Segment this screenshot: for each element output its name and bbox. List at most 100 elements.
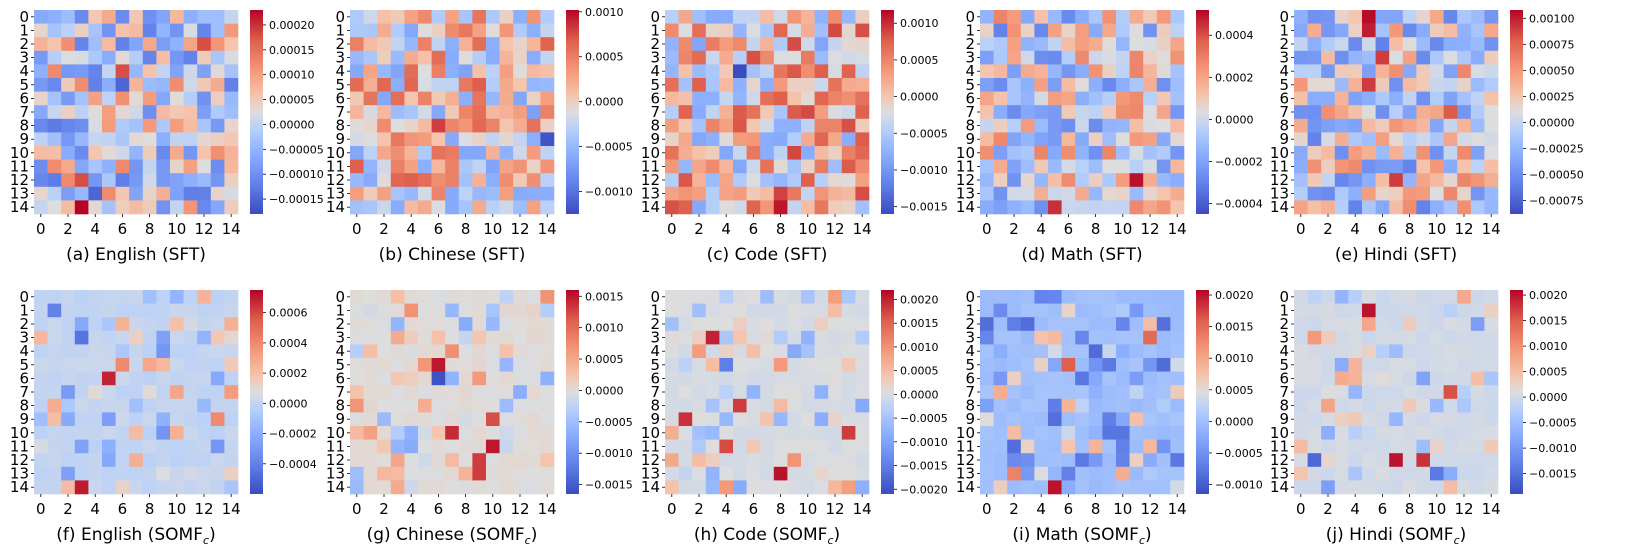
heatmap-cell (129, 200, 144, 215)
col-tick-label: 2 (1009, 500, 1019, 518)
heatmap-cell (486, 303, 500, 318)
heatmap-cell (183, 78, 198, 92)
heatmap-cell (61, 480, 76, 495)
heatmap-cell (678, 466, 693, 481)
heatmap-cell (1321, 50, 1336, 65)
heatmap-cell (980, 453, 994, 468)
heatmap-cell (1048, 371, 1062, 386)
heatmap-cell (801, 480, 815, 495)
heatmap-cell (1294, 64, 1308, 79)
heatmap-cell (1402, 480, 1417, 495)
heatmap-cell (74, 303, 89, 318)
row-tick-label: 2 (335, 315, 345, 333)
heatmap-cell (1348, 200, 1363, 215)
heatmap-cell (801, 290, 815, 304)
col-tick-label: 12 (510, 500, 529, 518)
heatmap-cell (499, 132, 514, 147)
heatmap-cell (102, 10, 116, 24)
row-tick-label: 5 (335, 356, 345, 374)
heatmap-cell (1375, 173, 1390, 188)
heatmap-cell (115, 398, 130, 413)
row-tick-label: 3 (1279, 49, 1289, 67)
heatmap-cell (115, 105, 130, 120)
heatmap-cell (47, 371, 62, 386)
heatmap-cell (1375, 426, 1390, 440)
heatmap-cell (418, 37, 432, 52)
heatmap-cell (404, 23, 419, 38)
col-tick-label: 10 (798, 500, 817, 518)
heatmap-cell (197, 453, 212, 468)
colorbar-tick-label: −0.0010 (585, 186, 633, 199)
heatmap-cell (665, 412, 679, 427)
colorbar-tick-label: 0.0010 (585, 322, 624, 335)
heatmap-cell (1389, 146, 1404, 160)
heatmap-cell (1362, 330, 1376, 345)
row-tick-label: 1 (1279, 21, 1289, 39)
heatmap-cell (88, 480, 103, 495)
row-tick-label: 6 (965, 89, 975, 107)
heatmap-cell (1402, 159, 1417, 174)
heatmap-cell (34, 200, 48, 215)
heatmap-cell (1348, 290, 1363, 304)
heatmap-cell (1307, 398, 1322, 413)
heatmap-cell (1294, 132, 1308, 147)
heatmap-cell (34, 146, 48, 160)
heatmap-cell (74, 186, 89, 201)
heatmap-cell (1362, 159, 1376, 174)
heatmap-cell (210, 358, 225, 372)
heatmap-cell (705, 480, 720, 495)
heatmap-cell (855, 50, 870, 65)
heatmap-cell (1348, 132, 1363, 147)
heatmap-cell (665, 132, 679, 147)
heatmap-cell (719, 412, 734, 427)
heatmap-cell (746, 105, 761, 120)
heatmap-cell (224, 453, 239, 468)
heatmap-cell (678, 159, 693, 174)
heatmap-cell (1375, 159, 1390, 174)
heatmap-cell (377, 132, 392, 147)
heatmap-cell (377, 371, 392, 386)
heatmap-cell (1061, 10, 1076, 24)
heatmap-cell (980, 200, 994, 215)
row-tick-label: 8 (19, 397, 29, 415)
heatmap-cell (980, 132, 994, 147)
heatmap-cell (1416, 317, 1431, 332)
heatmap-cell (363, 186, 378, 201)
heatmap-cell (156, 37, 171, 52)
heatmap-cell (350, 412, 364, 427)
heatmap-cell (855, 78, 870, 92)
heatmap-cell (746, 344, 761, 359)
heatmap-cell (1402, 200, 1417, 215)
heatmap-cell (1457, 385, 1472, 400)
row-tick-label: 4 (965, 342, 975, 360)
colorbar-tick-label: −0.0005 (900, 412, 948, 425)
heatmap-cell (1402, 118, 1417, 133)
heatmap-cell (1061, 200, 1076, 215)
heatmap-cell (1362, 303, 1376, 318)
heatmap-cell (801, 200, 815, 215)
heatmap-cell (1129, 453, 1144, 468)
heatmap-cell (1307, 303, 1322, 318)
heatmap-cell (170, 23, 184, 38)
heatmap-cell (170, 132, 184, 147)
heatmap-cell (773, 290, 788, 304)
heatmap-cell (1143, 173, 1158, 188)
heatmap-cell (1156, 78, 1171, 92)
heatmap-cell (678, 64, 693, 79)
heatmap-cell (458, 290, 473, 304)
heatmap-cell (197, 439, 212, 454)
heatmap-cells (1294, 10, 1499, 215)
heatmap-cell (1443, 412, 1458, 427)
heatmap-cell (1470, 358, 1485, 372)
colorbar-tick-label: −0.0010 (900, 164, 948, 177)
heatmap-cell (363, 317, 378, 332)
heatmap-cell (993, 317, 1008, 332)
heatmap-cell (733, 466, 747, 481)
heatmap-cells (350, 10, 555, 215)
heatmap-cell (692, 118, 707, 133)
heatmap-cell (1375, 439, 1390, 454)
col-tick-label: 12 (1454, 500, 1473, 518)
heatmap-cell (1170, 132, 1185, 147)
heatmap-cell (665, 23, 679, 38)
heatmap-cell (88, 173, 103, 188)
